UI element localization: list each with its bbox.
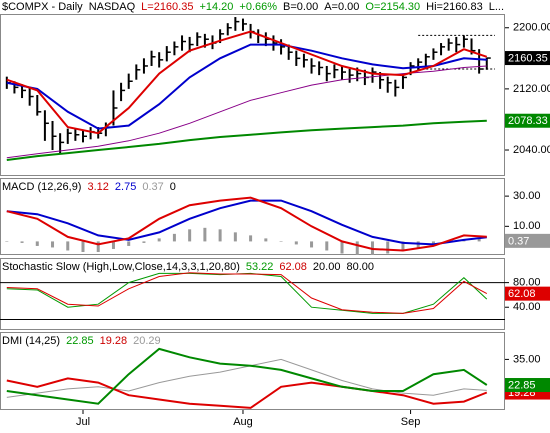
histogram-bar — [188, 229, 192, 242]
header-item: 19.28 — [100, 335, 128, 347]
header-item: Stochastic Slow (High,Low,Close,14,3,3,1… — [2, 261, 240, 273]
panel-header: Stochastic Slow (High,Low,Close,14,3,3,1… — [2, 261, 374, 273]
histogram-bar — [249, 235, 253, 242]
y-tick-label: 30.00 — [513, 190, 541, 202]
histogram-bar — [325, 241, 329, 251]
header-item: 3.12 — [87, 181, 108, 193]
histogram-bar — [172, 233, 176, 242]
histogram-bar — [203, 227, 207, 242]
y-tick-label: 35.00 — [513, 353, 541, 365]
histogram-bar — [157, 238, 161, 242]
header-item: Hi=2160.83 — [426, 1, 483, 13]
histogram-bar — [51, 241, 55, 248]
histogram-bar — [35, 241, 39, 246]
header-item: +14.20 — [199, 1, 233, 13]
end-label: 2160.35 — [508, 52, 548, 64]
header-item: NASDAQ — [89, 1, 136, 13]
end-label: 22.85 — [508, 379, 536, 391]
histogram-bar — [218, 229, 222, 242]
histogram-bar — [477, 238, 481, 242]
end-label-box — [505, 113, 550, 128]
header-item: 20.00 — [313, 261, 341, 273]
histogram-bar — [66, 241, 70, 251]
header-item: B=0.00 — [283, 1, 318, 13]
end-label-box — [505, 233, 550, 248]
series-line — [6, 30, 488, 135]
header-item: $COMPX - Daily — [2, 1, 83, 13]
header-item: 20.29 — [133, 335, 161, 347]
histogram-bar — [431, 241, 435, 245]
histogram-bar — [96, 241, 100, 252]
header-item: 62.08 — [279, 261, 307, 273]
histogram-bar — [264, 238, 268, 242]
histogram-bar — [5, 241, 9, 242]
histogram-bar — [279, 241, 283, 242]
histogram-bar — [111, 241, 115, 249]
series-line — [6, 272, 488, 314]
header-item: O=2154.30 — [365, 1, 420, 13]
y-tick-label: 2120.00 — [513, 83, 550, 95]
series-line — [6, 377, 488, 409]
histogram-bar — [401, 241, 405, 251]
series-line — [6, 347, 488, 405]
histogram-bar — [355, 241, 359, 255]
header-item: 22.85 — [66, 335, 94, 347]
histogram-bar — [294, 241, 298, 245]
histogram-bar — [233, 232, 237, 242]
y-tick-label: 2200.00 — [513, 22, 550, 34]
y-tick-label: 2040.00 — [513, 144, 550, 156]
header-item: 53.22 — [246, 261, 274, 273]
panel-header: DMI (14,25) 22.85 19.28 20.29 — [2, 335, 161, 347]
panel-header: $COMPX - Daily NASDAQ L=2160.35 +14.20 +0.66… — [2, 1, 504, 13]
header-item: +0.66% — [239, 1, 277, 13]
histogram-bar — [142, 241, 146, 243]
panel-frame — [0, 14, 505, 176]
y-tick-label: 80.00 — [513, 277, 541, 289]
y-tick-label: 10.00 — [513, 220, 541, 232]
panel-frame — [0, 178, 505, 255]
header-item: 0 — [170, 181, 176, 193]
header-item: 0.37 — [142, 181, 163, 193]
x-tick-label: Jul — [76, 416, 90, 428]
header-item: 2.75 — [115, 181, 136, 193]
x-tick-label: Sep — [401, 416, 421, 428]
histogram-bar — [20, 241, 24, 243]
histogram-bar — [386, 241, 390, 254]
histogram-bar — [310, 241, 314, 248]
header-item: 80.00 — [346, 261, 374, 273]
histogram-bar — [127, 241, 131, 246]
header-item: L=2160.35 — [141, 1, 193, 13]
series-line — [6, 196, 487, 252]
histogram-bar — [340, 241, 344, 254]
series-line — [6, 119, 487, 161]
series-line — [6, 272, 488, 314]
end-label: 62.08 — [508, 288, 536, 300]
end-label: 2078.33 — [508, 115, 548, 127]
series-line — [6, 65, 487, 159]
end-label: 0.37 — [508, 235, 529, 247]
histogram-bar — [81, 241, 85, 252]
panel-frame — [0, 332, 505, 410]
series-line — [6, 199, 487, 246]
header-item: A=0.00 — [324, 1, 359, 13]
header-item: DMI (14,25) — [2, 335, 60, 347]
end-label-box — [505, 51, 550, 66]
panel-frame — [0, 258, 505, 330]
header-item: MACD (12,26,9) — [2, 181, 81, 193]
end-label-box — [505, 378, 550, 393]
series-line — [6, 43, 487, 130]
panel-header: MACD (12,26,9) 3.12 2.75 0.37 0 — [2, 181, 176, 193]
end-label-box — [505, 286, 550, 301]
y-tick-label: 40.00 — [513, 301, 541, 313]
header-item: L... — [489, 1, 504, 13]
x-tick-label: Aug — [233, 416, 253, 428]
